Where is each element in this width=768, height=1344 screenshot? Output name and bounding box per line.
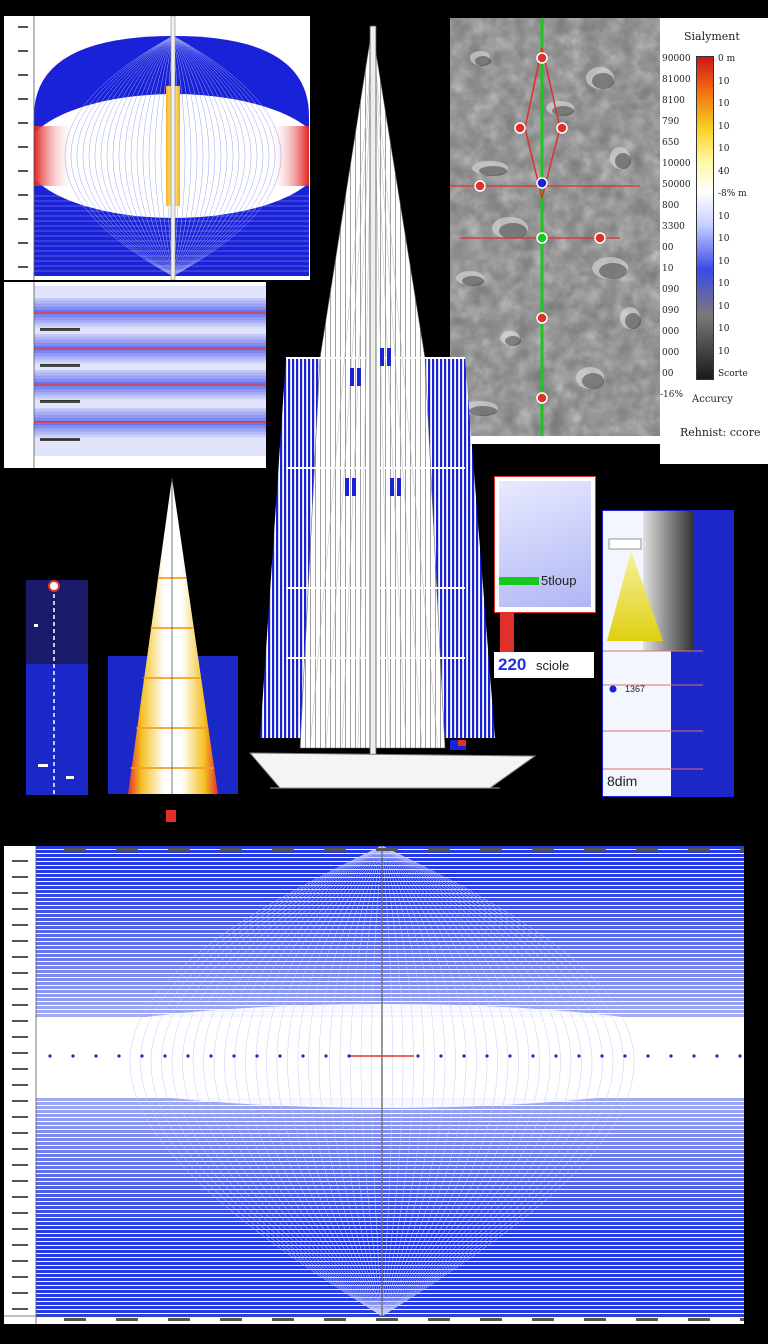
legend-panel: Sialyment 90000 81000 8100 790 650 10000 50000… (660, 18, 768, 464)
legend-right-label: 10 (718, 324, 730, 334)
legend-left-label: 90000 (662, 54, 691, 64)
left-red-lobe (34, 126, 74, 186)
scale-word: sciole (536, 658, 570, 673)
bottom-field-panel (4, 846, 744, 1324)
legend-right-label: 10 (718, 234, 730, 244)
sailboat-panel (240, 18, 545, 798)
striped-bands-panel (4, 282, 266, 468)
legend-left-label: 000 (662, 348, 680, 358)
sloup-label: 5tloup (541, 573, 577, 588)
legend-left-label: 000 (662, 327, 680, 337)
legend-left-label: 50000 (662, 180, 691, 190)
side-mark: 1367 (625, 684, 646, 694)
spire-plot (108, 478, 238, 822)
band-rows (34, 287, 266, 454)
legend-left-label: 10000 (662, 159, 691, 169)
cone-plot (603, 511, 733, 796)
legend-right-label: 10 (718, 256, 730, 267)
legend-left-label: 090 (662, 285, 680, 295)
legend-right-label: 10 (718, 211, 730, 222)
legend-right-label: 40 (718, 166, 730, 177)
legend-left-label: 81000 (662, 75, 691, 85)
textured-scan-panel (450, 18, 660, 444)
legend-right-label: 10 (718, 346, 730, 357)
scale-box: 220 sciole (494, 652, 594, 678)
legend-right-label: 10 (718, 279, 730, 289)
central-mast-line (170, 16, 176, 280)
legend-left-label: 800 (662, 201, 680, 211)
field-plot (4, 16, 310, 280)
scale-number: 220 (498, 655, 527, 674)
sailboat-drawing (248, 25, 537, 789)
yellow-cone (607, 551, 663, 641)
bands-plot (33, 282, 266, 468)
legend-left-label: 00 (662, 243, 674, 253)
legend-right-label: 10 (718, 121, 730, 132)
legend-left-label: 8100 (662, 96, 685, 106)
legend-right-label: 10 (718, 144, 730, 154)
field-lines (34, 35, 309, 277)
sail-marks (345, 348, 466, 750)
legend-right-label: 10 (718, 301, 730, 312)
legend-left-label: 650 (662, 138, 680, 148)
legend-left-label: 790 (662, 117, 680, 127)
scan-dots (474, 52, 606, 404)
legend-left-label: 00 (662, 369, 674, 379)
accuracy-label: Accurcy (692, 394, 733, 405)
colorbar (696, 56, 714, 380)
narrow-column-panel (26, 580, 88, 795)
legend-footer: Rehnist: ccore (680, 426, 761, 439)
scan-plot (450, 18, 660, 444)
right-red-lobe (269, 126, 309, 186)
spire-triangle (128, 478, 218, 794)
mast (369, 25, 377, 762)
scan-blobs (456, 51, 641, 416)
legend-right-label: Scorte (718, 369, 748, 379)
bottom-field-plot (4, 846, 744, 1324)
legend-right-label: 10 (718, 76, 730, 87)
legend-right-label: -8% m (718, 189, 747, 199)
legend-left-label: 3300 (662, 222, 685, 232)
top-left-field-panel (4, 16, 310, 280)
dim-label: 8dim (607, 773, 638, 789)
legend-right-label: 10 (718, 99, 730, 109)
legend-right-label: 0 m (718, 54, 736, 64)
red-diamond (524, 47, 561, 199)
red-stem (500, 612, 514, 654)
legend-title: Sialyment (684, 30, 740, 43)
cone-panel: 1367 8dim (602, 510, 734, 797)
narrow-column-plot (26, 580, 88, 795)
spire-panel (108, 478, 238, 823)
hull (248, 752, 537, 789)
accuracy-prefix: -16% (660, 390, 684, 400)
legend-left-label: 090 (662, 306, 680, 316)
legend-left-label: 10 (662, 264, 674, 274)
sloup-inset-panel: 5tloup (494, 476, 596, 613)
